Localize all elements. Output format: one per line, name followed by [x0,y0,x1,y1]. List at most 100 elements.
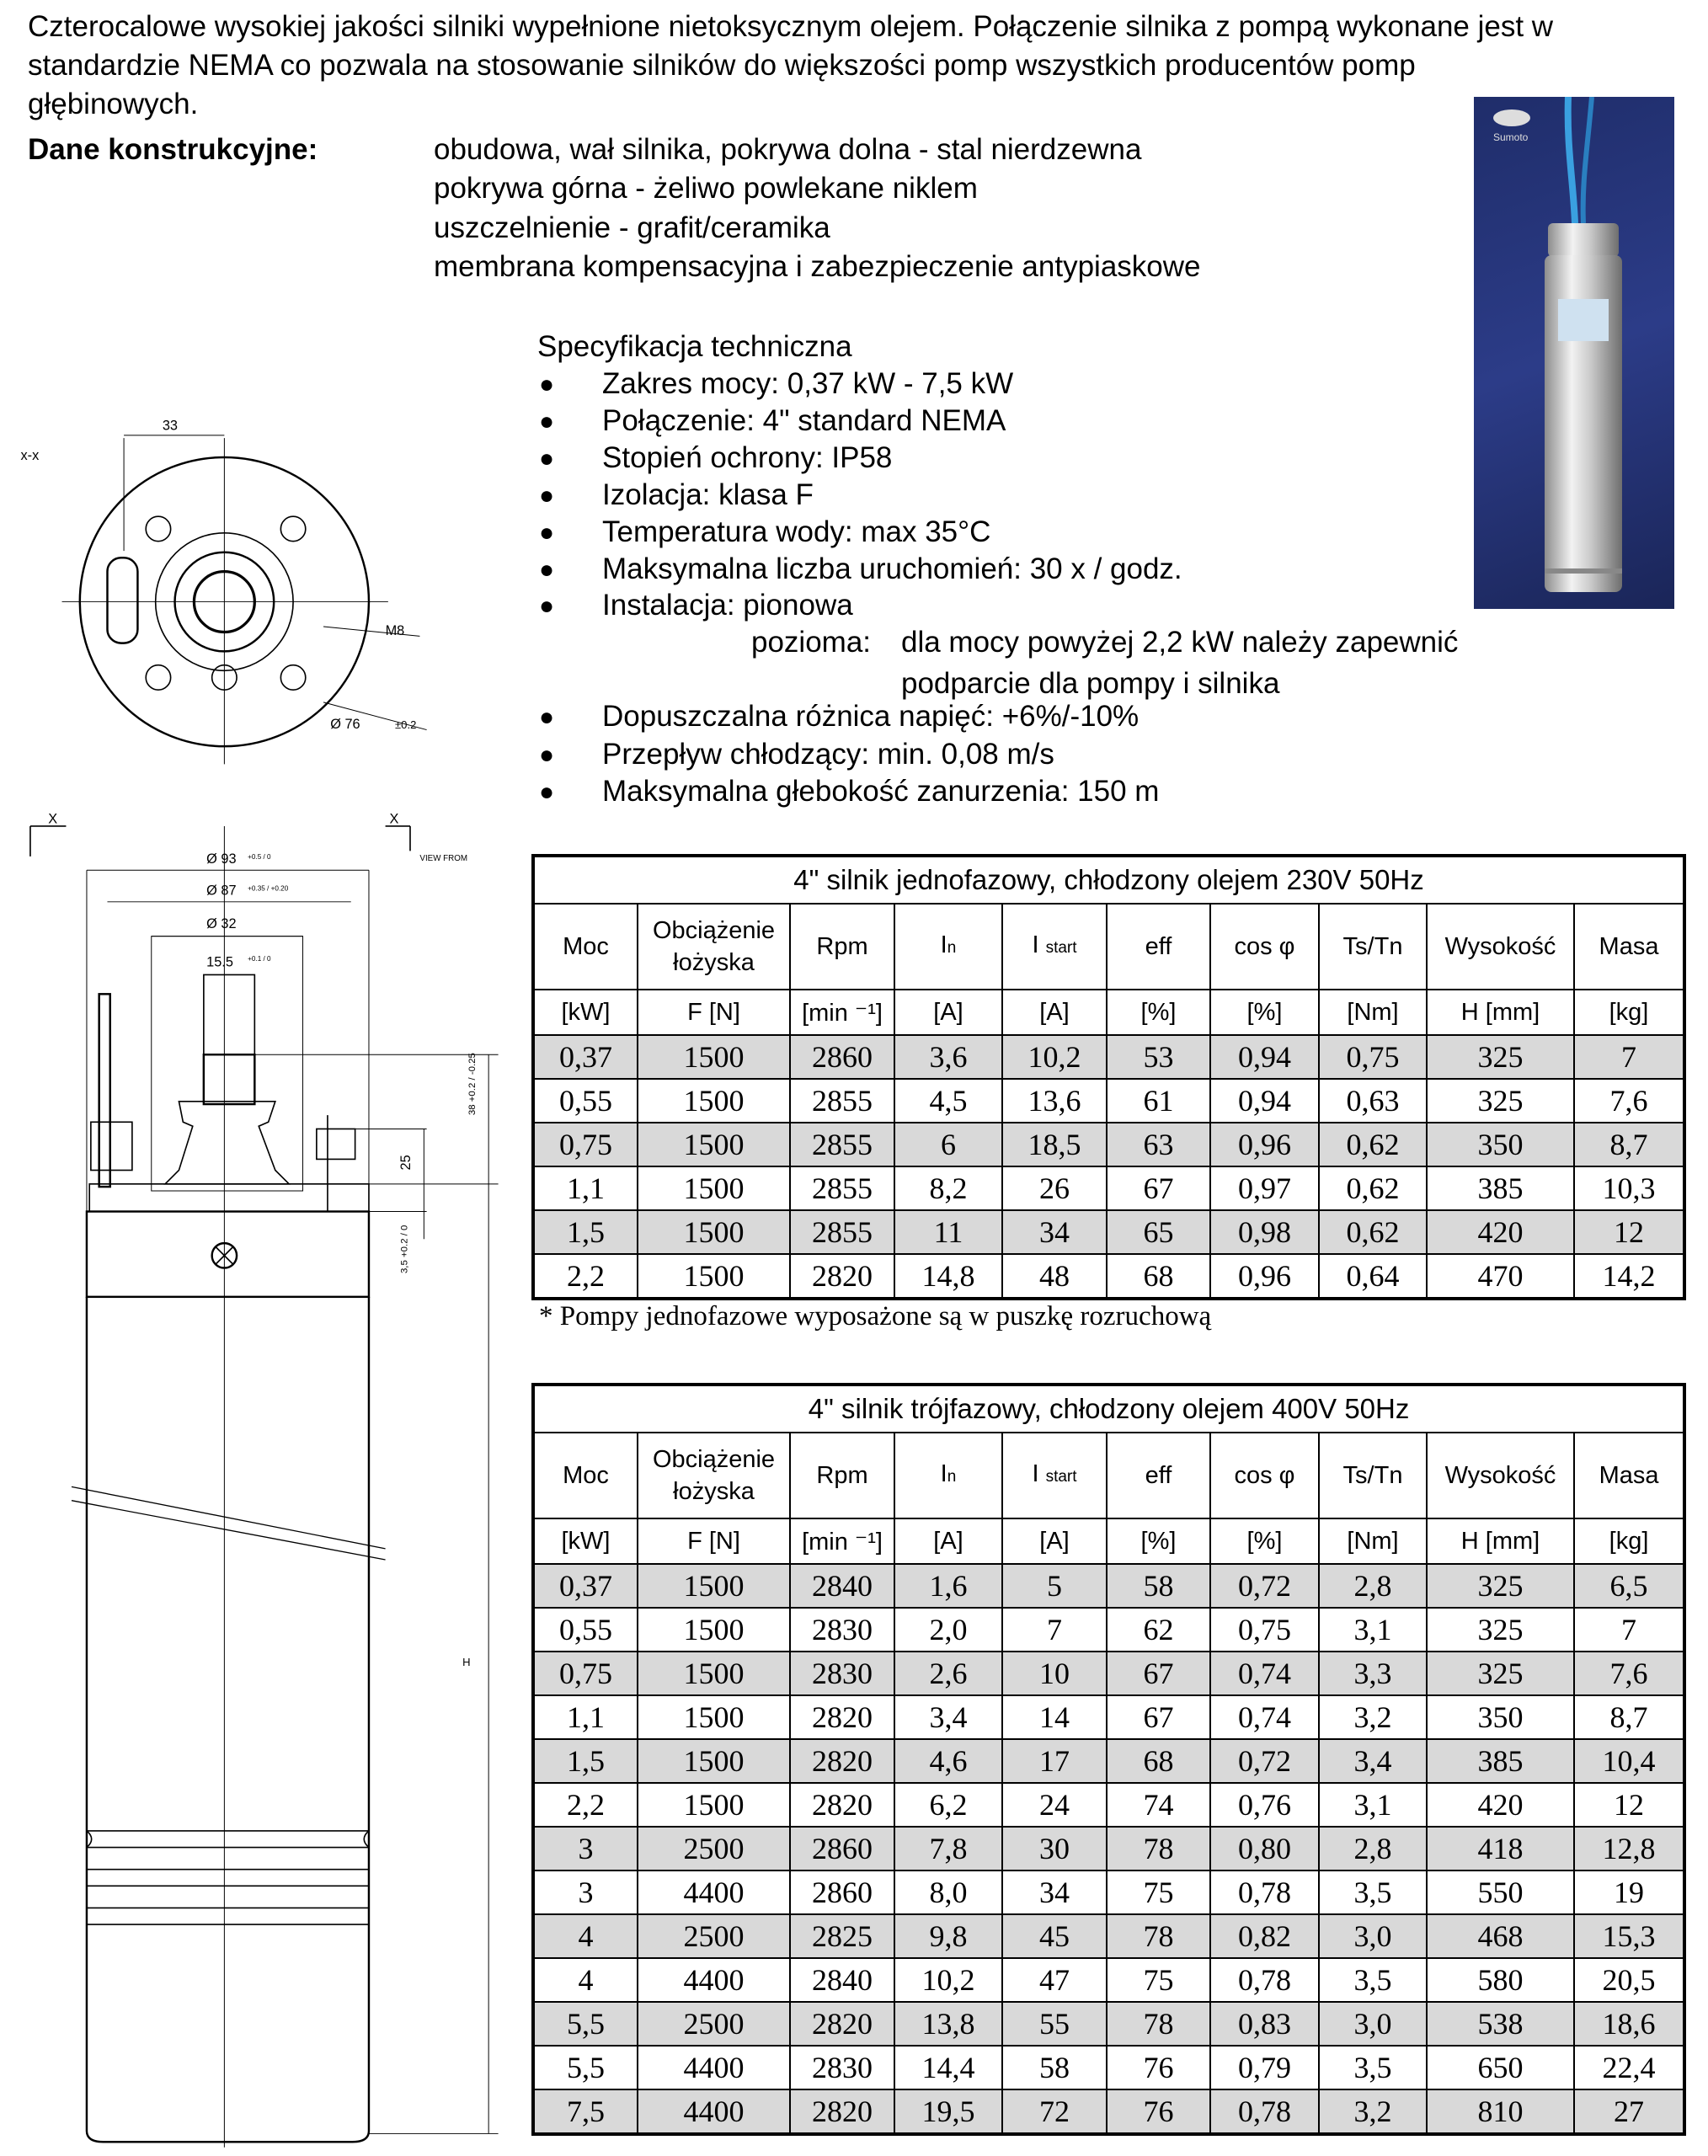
table-cell: 19,5 [894,2089,1003,2135]
spec-item: Dopuszczalna różnica napięć: +6%/-10% [602,700,1140,733]
column-header-label: Obciążenie łożyska [652,917,776,976]
table-row: 7,5 4400 2820 19,5 72 76 0,78 3,2 810 27 [532,2089,1686,2135]
table-cell: 45 [1001,1913,1108,1959]
label-d32: Ø 32 [206,916,236,931]
table-cell: 19 [1572,1870,1686,1915]
table-cell: 0,78 [1209,1957,1320,2003]
table-cell: 0,72 [1209,1563,1320,1609]
column-header: Obciążenie łożyska [637,1432,791,1519]
table-cell: 18,5 [1001,1122,1108,1167]
intro-line: standardzie NEMA co pozwala na stosowani… [28,49,1416,82]
label-d155-tol: +0.1 / 0 [248,955,271,963]
table-cell: 3,5 [1318,1870,1428,1915]
column-unit: H [mm] [1426,1518,1575,1565]
column-unit: [%] [1106,989,1211,1036]
label-h: H [462,1656,470,1668]
table-cell: 7 [1572,1607,1686,1652]
table-cell: 15,3 [1572,1913,1686,1959]
table-cell: 78 [1106,1826,1211,1871]
table-row: 1,5 1500 2820 4,6 17 68 0,72 3,4 385 10,4 [532,1738,1686,1784]
table-cell: 325 [1426,1607,1575,1652]
table-row: 4 2500 2825 9,8 45 78 0,82 3,0 468 15,3 [532,1913,1686,1959]
table-cell: 470 [1426,1253,1575,1299]
table-cell: 1,5 [532,1209,638,1255]
table-cell: 4400 [637,1957,791,2003]
table-cell: 14,2 [1572,1253,1686,1299]
table-cell: 68 [1106,1738,1211,1784]
table-cell: 7,8 [894,1826,1003,1871]
spec-horizontal-text: podparcie dla pompy i silnika [901,667,1280,700]
table-cell: 0,75 [532,1651,638,1696]
table-cell: 0,74 [1209,1694,1320,1740]
column-unit: [kg] [1572,989,1686,1036]
column-header: Rpm [789,1432,895,1519]
table-cell: 6 [894,1122,1003,1167]
column-header-label: Ts/Tn [1342,933,1403,960]
bullet-icon: ● [539,519,555,547]
column-header: Obciążenie łożyska [637,903,791,990]
table-cell: 0,75 [1209,1607,1320,1652]
table-cell: 3,1 [1318,1782,1428,1828]
table-cell: 538 [1426,2001,1575,2047]
table-cell: 418 [1426,1826,1575,1871]
table-cell: 0,96 [1209,1122,1320,1167]
table-cell: 3,5 [1318,2045,1428,2090]
column-unit: F [N] [637,1518,791,1565]
table-row: 0,75 1500 2830 2,6 10 67 0,74 3,3 325 7,6 [532,1651,1686,1696]
label-38: 38 +0.2 / -0.25 [467,1053,478,1115]
table-cell: 10,2 [894,1957,1003,2003]
table-cell: 0,62 [1318,1209,1428,1255]
table-cell: 78 [1106,2001,1211,2047]
column-header-label: Rpm [816,1462,868,1489]
column-unit: [kW] [532,989,638,1036]
side-view [29,825,499,2148]
spec-item: Izolacja: klasa F [602,478,814,511]
construction-item: membrana kompensacyjna i zabezpieczenie … [434,250,1201,283]
table-row: 1,1 1500 2855 8,2 26 67 0,97 0,62 385 10,3 [532,1166,1686,1211]
bullet-icon: ● [539,445,555,472]
table-row: 0,37 1500 2840 1,6 5 58 0,72 2,8 325 6,5 [532,1563,1686,1609]
spec-item: Maksymalna głebokość zanurzenia: 150 m [602,775,1160,808]
label-d93-tol: +0.5 / 0 [248,853,271,861]
table-cell: 0,55 [532,1607,638,1652]
table-cell: 76 [1106,2089,1211,2135]
label-35: 3,5 +0.2 / 0 [400,1225,410,1273]
spec-item: Stopień ochrony: IP58 [602,441,893,474]
table-cell: 10,4 [1572,1738,1686,1784]
table-cell: 0,94 [1209,1078,1320,1123]
table-cell: 0,97 [1209,1166,1320,1211]
table-cell: 7,6 [1572,1651,1686,1696]
table-cell: 8,2 [894,1166,1003,1211]
table-cell: 67 [1106,1166,1211,1211]
table-cell: 4,5 [894,1078,1003,1123]
table-cell: 2820 [789,1253,895,1299]
table-cell: 5,5 [532,2001,638,2047]
svg-text:Sumoto: Sumoto [1493,131,1529,143]
table-cell: 1500 [637,1253,791,1299]
table-cell: 3,0 [1318,2001,1428,2047]
column-header-label: eff [1145,933,1172,960]
column-header: Wysokość [1426,1432,1575,1519]
column-unit: [kg] [1572,1518,1686,1565]
table-cell: 325 [1426,1563,1575,1609]
column-header: Masa [1572,1432,1686,1519]
table-cell: 8,0 [894,1870,1003,1915]
table-row: 5,5 4400 2830 14,4 58 76 0,79 3,5 650 22,4 [532,2045,1686,2090]
table-cell: 78 [1106,1913,1211,1959]
column-header: Ts/Tn [1318,1432,1428,1519]
table-cell: 2820 [789,2089,895,2135]
table-cell: 1500 [637,1694,791,1740]
table-cell: 1500 [637,1078,791,1123]
column-header-label: Moc [563,1462,609,1489]
table-cell: 2825 [789,1913,895,1959]
table-cell: 2830 [789,1651,895,1696]
column-header: I start [1001,903,1108,990]
column-unit: [%] [1106,1518,1211,1565]
column-header-label: I [1032,931,1039,958]
table-cell: 0,62 [1318,1122,1428,1167]
table-cell: 7 [1572,1034,1686,1080]
table-cell: 385 [1426,1738,1575,1784]
table-cell: 325 [1426,1078,1575,1123]
column-unit: [A] [1001,989,1108,1036]
table-cell: 18,6 [1572,2001,1686,2047]
